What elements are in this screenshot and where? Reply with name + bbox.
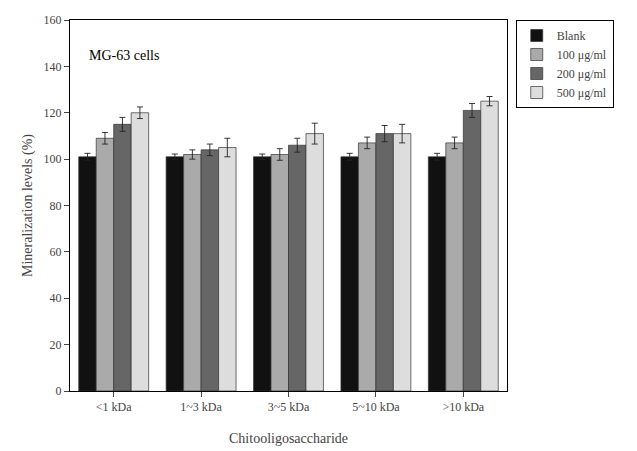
svg-text:100: 100: [44, 152, 62, 166]
svg-text:160: 160: [44, 13, 62, 27]
svg-text:100 μg/ml: 100 μg/ml: [557, 48, 607, 62]
svg-text:120: 120: [44, 106, 62, 120]
svg-text:Chitooligosaccharide: Chitooligosaccharide: [229, 431, 348, 446]
svg-text:20: 20: [50, 338, 62, 352]
svg-text:1~3 kDa: 1~3 kDa: [180, 400, 222, 414]
svg-text:500 μg/ml: 500 μg/ml: [557, 86, 607, 100]
svg-text:Mineralization levels (%): Mineralization levels (%): [20, 134, 36, 277]
svg-text:<1 kDa: <1 kDa: [96, 400, 132, 414]
svg-text:40: 40: [50, 291, 62, 305]
svg-text:80: 80: [50, 199, 62, 213]
svg-text:5~10 kDa: 5~10 kDa: [352, 400, 400, 414]
svg-text:3~5 kDa: 3~5 kDa: [268, 400, 310, 414]
svg-text:140: 140: [44, 60, 62, 74]
svg-text:MG-63 cells: MG-63 cells: [89, 48, 159, 63]
svg-text:200 μg/ml: 200 μg/ml: [557, 67, 607, 81]
svg-text:60: 60: [50, 245, 62, 259]
svg-text:>10 kDa: >10 kDa: [442, 400, 484, 414]
svg-text:Blank: Blank: [557, 29, 586, 43]
svg-text:0: 0: [56, 384, 62, 398]
